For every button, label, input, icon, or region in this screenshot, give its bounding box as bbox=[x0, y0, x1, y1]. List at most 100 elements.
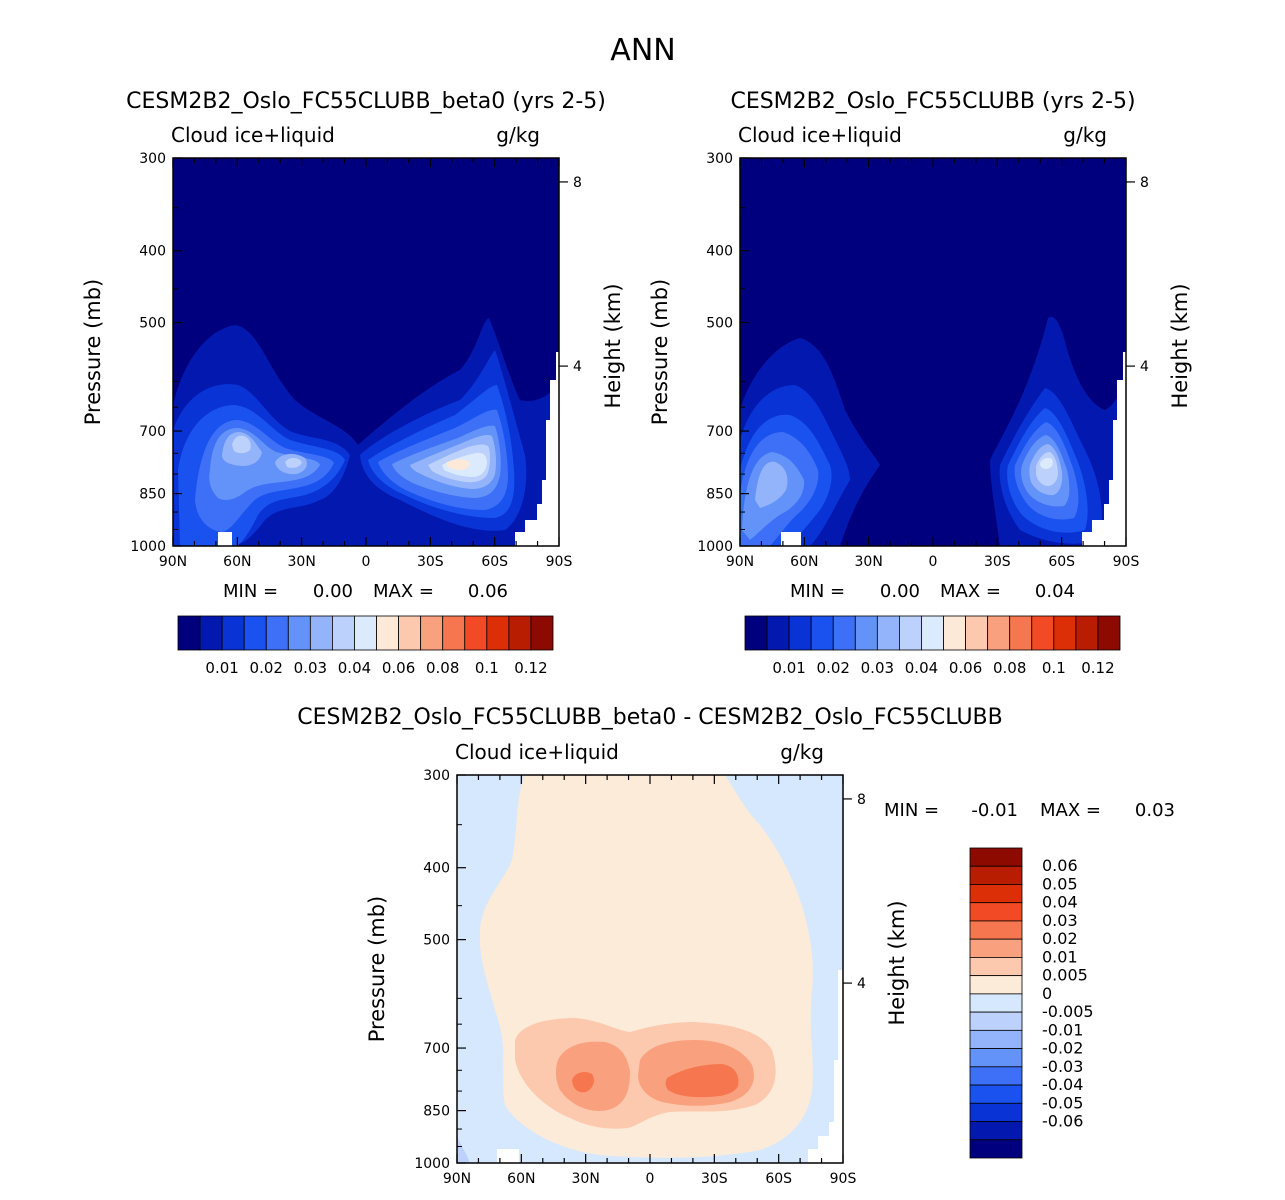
y-tick-label: 1000 bbox=[697, 539, 733, 555]
colorbar-swatch bbox=[530, 615, 554, 651]
colorbar-label: 0.03 bbox=[1042, 911, 1078, 930]
x-tick-label: 90N bbox=[159, 554, 187, 570]
colorbar-label: 0.02 bbox=[1042, 929, 1078, 948]
y-tick-label: 1000 bbox=[414, 1156, 450, 1172]
panel-title: CESM2B2_Oslo_FC55CLUBB_beta0 - CESM2B2_O… bbox=[297, 705, 1002, 730]
panel-title: CESM2B2_Oslo_FC55CLUBB_beta0 (yrs 2-5) bbox=[126, 89, 606, 114]
y-tick-label: 300 bbox=[139, 151, 166, 167]
y-tick-label: 700 bbox=[423, 1041, 450, 1057]
colorbar-swatch bbox=[243, 615, 267, 651]
colorbar-label: 0.12 bbox=[514, 659, 547, 677]
colorbar-swatch bbox=[442, 615, 466, 651]
colorbar-label: -0.01 bbox=[1042, 1020, 1083, 1039]
contour-bands bbox=[173, 318, 559, 546]
y-axis-label: Pressure (mb) bbox=[365, 896, 389, 1043]
x-tick-label: 30N bbox=[288, 554, 316, 570]
y-tick-label: 850 bbox=[139, 487, 166, 503]
colorbar-label: -0.04 bbox=[1042, 1075, 1083, 1094]
min-max-readout: MIN = -0.01 MAX = 0.03 bbox=[884, 800, 1175, 821]
max-label: MAX = bbox=[373, 581, 434, 602]
y-tick-label: 400 bbox=[423, 861, 450, 877]
axes-panel-2: 90N 60N 30N 0 30S 60S 90S 300 400 500 700 850 1000 8 4… bbox=[648, 151, 1192, 677]
x-tick-label: 60N bbox=[507, 1171, 535, 1187]
colorbar-label: 0.005 bbox=[1042, 966, 1088, 985]
missing-data-patch bbox=[808, 970, 843, 1163]
right-axis-label: Height (km) bbox=[601, 283, 625, 408]
colorbar-swatch bbox=[1097, 615, 1121, 651]
colorbar-swatch bbox=[943, 615, 966, 651]
colorbar-swatch bbox=[969, 993, 1023, 1013]
missing-data-patch bbox=[515, 352, 559, 546]
y-tick-label: 1000 bbox=[130, 539, 166, 555]
colorbar-swatch bbox=[508, 615, 532, 651]
units-label: g/kg bbox=[496, 123, 540, 147]
diff-colorbar: 0.060.050.040.030.020.010.0050-0.005-0.0… bbox=[969, 847, 1094, 1159]
colorbar-label: 0.08 bbox=[426, 659, 459, 677]
contour-band-7 bbox=[232, 435, 491, 483]
min-value: -0.01 bbox=[971, 800, 1018, 821]
y-tick-label: 400 bbox=[139, 244, 166, 260]
colorbar-label: 0.06 bbox=[949, 659, 982, 677]
colorbar-swatch bbox=[332, 615, 355, 651]
panel-control: CESM2B2_Oslo_FC55CLUBB (yrs 2-5) Cloud i… bbox=[730, 89, 1136, 546]
x-tick-label: 90S bbox=[1113, 554, 1140, 570]
colorbar-swatch bbox=[969, 1084, 1023, 1104]
contour-band-5 bbox=[209, 425, 501, 500]
x-tick-label: 60N bbox=[790, 554, 818, 570]
right-axis-label: Height (km) bbox=[885, 900, 909, 1025]
colorbar-label: 0.06 bbox=[1042, 856, 1078, 875]
contour-band-4 bbox=[740, 422, 1079, 546]
missing-data-patch bbox=[781, 532, 801, 546]
page-title: ANN bbox=[610, 33, 675, 68]
colorbar-swatch bbox=[420, 615, 444, 651]
colorbar-swatch bbox=[354, 615, 377, 651]
colorbar-swatch bbox=[876, 615, 900, 651]
colorbar-swatch bbox=[1053, 615, 1077, 651]
colorbar-swatch bbox=[744, 615, 768, 651]
height-tick-label: 8 bbox=[573, 175, 582, 191]
height-tick-label: 4 bbox=[573, 359, 582, 375]
x-tick-label: 90S bbox=[546, 554, 573, 570]
max-label: MAX = bbox=[1040, 800, 1101, 821]
y-tick-label: 850 bbox=[423, 1104, 450, 1120]
colorbar-swatch bbox=[221, 615, 245, 651]
colorbar-swatch bbox=[969, 865, 1023, 885]
max-value: 0.06 bbox=[468, 581, 508, 602]
missing-data-patch bbox=[497, 1149, 519, 1163]
min-label: MIN = bbox=[223, 581, 278, 602]
x-tick-label: 60S bbox=[765, 1171, 792, 1187]
colorbar-swatch bbox=[376, 615, 399, 651]
units-label: g/kg bbox=[780, 740, 824, 764]
contour-field bbox=[740, 158, 1126, 546]
x-tick-label: 30S bbox=[701, 1171, 728, 1187]
colorbar-swatch bbox=[969, 1029, 1023, 1049]
colorbar-swatch bbox=[969, 975, 1023, 995]
colorbar-swatch bbox=[965, 615, 989, 651]
colorbar-label: 0.05 bbox=[1042, 874, 1078, 893]
colorbar-swatch bbox=[969, 957, 1023, 977]
y-tick-label: 400 bbox=[706, 244, 733, 260]
max-value: 0.04 bbox=[1035, 581, 1075, 602]
colorbar-swatch bbox=[1075, 615, 1099, 651]
colorbar-swatch bbox=[969, 1011, 1023, 1031]
colorbar-swatch bbox=[969, 938, 1023, 958]
colorbar-swatch bbox=[177, 615, 201, 651]
variable-label: Cloud ice+liquid bbox=[455, 740, 619, 764]
x-tick-label: 0 bbox=[929, 554, 938, 570]
missing-data-region bbox=[497, 970, 843, 1163]
contour-band-9 bbox=[446, 459, 470, 470]
axes-panel-1: 90N 60N 30N 0 30S 60S 90S 300 400 500 700 850 1000 8 4… bbox=[81, 151, 625, 677]
colorbar-label: 0.04 bbox=[338, 659, 371, 677]
y-tick-label: 850 bbox=[706, 487, 733, 503]
x-tick-label: 30N bbox=[855, 554, 883, 570]
min-value: 0.00 bbox=[313, 581, 353, 602]
y-tick-label: 500 bbox=[139, 316, 166, 332]
y-tick-label: 300 bbox=[423, 768, 450, 784]
contour-band-2 bbox=[740, 385, 1102, 546]
y-axis-label: Pressure (mb) bbox=[648, 279, 672, 426]
colorbar-swatch bbox=[969, 902, 1023, 922]
min-label: MIN = bbox=[790, 581, 845, 602]
colorbar-swatch bbox=[969, 920, 1023, 940]
contour-bands bbox=[740, 316, 1126, 546]
